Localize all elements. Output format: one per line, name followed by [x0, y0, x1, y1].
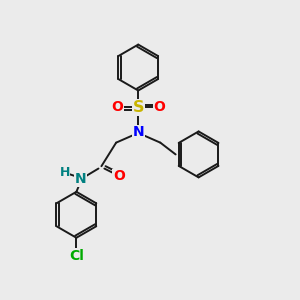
Text: S: S — [133, 100, 144, 115]
Text: O: O — [113, 169, 125, 184]
Text: Cl: Cl — [69, 249, 84, 263]
Text: O: O — [154, 100, 165, 114]
Text: H: H — [59, 166, 70, 178]
Text: N: N — [75, 172, 87, 186]
Text: N: N — [132, 125, 144, 139]
Text: O: O — [111, 100, 123, 114]
